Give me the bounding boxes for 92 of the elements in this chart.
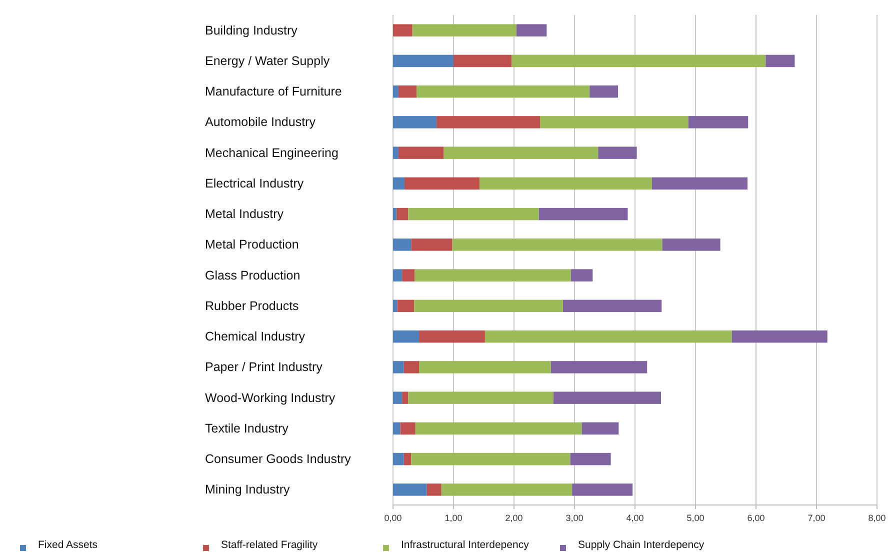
bar bbox=[662, 238, 720, 251]
legend-label: Fixed Assets bbox=[38, 539, 98, 551]
bar bbox=[415, 422, 582, 435]
bar bbox=[393, 330, 420, 343]
y-tick-label: Energy / Water Supply bbox=[205, 54, 330, 68]
y-tick-label: Mechanical Engineering bbox=[205, 146, 338, 160]
bar bbox=[484, 330, 732, 343]
bar bbox=[404, 177, 480, 190]
bar bbox=[563, 300, 662, 312]
legend-label: Infrastructural Interdepency bbox=[401, 539, 530, 551]
bar bbox=[404, 361, 420, 374]
bar bbox=[570, 269, 593, 282]
x-tick-label: 6,00 bbox=[747, 513, 765, 523]
bar bbox=[393, 208, 397, 220]
bar bbox=[688, 116, 748, 128]
bar bbox=[393, 300, 398, 312]
y-tick-label: Mining Industry bbox=[205, 482, 291, 497]
bar bbox=[393, 24, 412, 36]
bar bbox=[411, 238, 452, 251]
bar bbox=[411, 452, 570, 466]
bar bbox=[393, 452, 404, 466]
legend-label: Supply Chain Interdepency bbox=[578, 539, 705, 551]
bar bbox=[538, 208, 628, 220]
x-tick-label: 4,00 bbox=[626, 513, 644, 523]
y-tick-label: Glass Production bbox=[205, 268, 300, 282]
x-tick-label: 3,00 bbox=[566, 513, 584, 523]
bar bbox=[393, 85, 398, 98]
bar bbox=[393, 177, 404, 190]
x-tick-label: 1,00 bbox=[444, 513, 462, 523]
bar bbox=[393, 54, 454, 68]
bar bbox=[402, 392, 408, 404]
bar bbox=[393, 392, 402, 404]
bar bbox=[419, 361, 551, 374]
y-tick-label: Rubber Products bbox=[205, 298, 299, 313]
bar bbox=[393, 146, 398, 159]
bar bbox=[512, 54, 766, 68]
bar bbox=[426, 484, 442, 496]
bar bbox=[444, 146, 598, 159]
bar bbox=[398, 146, 444, 159]
bar bbox=[582, 422, 619, 435]
y-tick-label: Metal Production bbox=[205, 238, 299, 252]
bar bbox=[414, 300, 564, 312]
bar bbox=[393, 361, 404, 374]
bar bbox=[553, 392, 662, 404]
bar bbox=[404, 452, 412, 466]
bar bbox=[516, 24, 547, 36]
x-tick-label: 8,00 bbox=[868, 513, 886, 523]
bar bbox=[570, 452, 611, 466]
bar bbox=[393, 238, 412, 251]
bar bbox=[732, 330, 828, 343]
bar bbox=[397, 300, 414, 312]
y-tick-label: Automobile Industry bbox=[205, 115, 316, 130]
y-tick-label: Paper / Print Industry bbox=[205, 360, 324, 374]
bar bbox=[452, 238, 662, 251]
bar bbox=[400, 422, 416, 435]
bar bbox=[480, 177, 652, 190]
y-tick-label: Textile Industry bbox=[205, 421, 290, 436]
bar bbox=[393, 269, 402, 282]
bar bbox=[402, 269, 415, 282]
bar bbox=[436, 116, 540, 128]
bar bbox=[396, 208, 408, 220]
y-tick-label: Electrical Industry bbox=[205, 176, 304, 190]
y-tick-label: Chemical Industry bbox=[205, 330, 306, 344]
bar bbox=[398, 85, 417, 98]
x-tick-label: 5,00 bbox=[686, 513, 704, 523]
bar bbox=[454, 54, 512, 68]
y-tick-label: Consumer Goods Industry bbox=[205, 452, 352, 466]
y-tick-label: Metal Industry bbox=[205, 207, 284, 222]
bar bbox=[393, 484, 427, 496]
x-tick-label: 2,00 bbox=[505, 513, 523, 523]
bar bbox=[393, 422, 400, 435]
y-tick-label: Manufacture of Furniture bbox=[205, 84, 342, 99]
bar bbox=[412, 24, 516, 36]
bar bbox=[572, 484, 633, 496]
bar bbox=[416, 85, 590, 98]
y-tick-label: Wood-Working Industry bbox=[205, 390, 336, 405]
legend-label: Staff-related Fragility bbox=[221, 539, 318, 551]
bar bbox=[441, 484, 572, 496]
bar bbox=[408, 392, 554, 404]
bar bbox=[766, 54, 795, 68]
bar bbox=[652, 177, 748, 190]
bar bbox=[550, 361, 648, 374]
bar bbox=[393, 116, 437, 128]
bar bbox=[408, 208, 539, 220]
x-tick-label: 7,00 bbox=[808, 513, 826, 523]
bar bbox=[598, 146, 637, 159]
x-tick-label: 0,00 bbox=[384, 513, 402, 523]
bar bbox=[414, 269, 571, 282]
bar bbox=[419, 330, 485, 343]
bar bbox=[540, 116, 688, 128]
y-tick-label: Building Industry bbox=[205, 23, 298, 38]
bar bbox=[590, 85, 618, 98]
